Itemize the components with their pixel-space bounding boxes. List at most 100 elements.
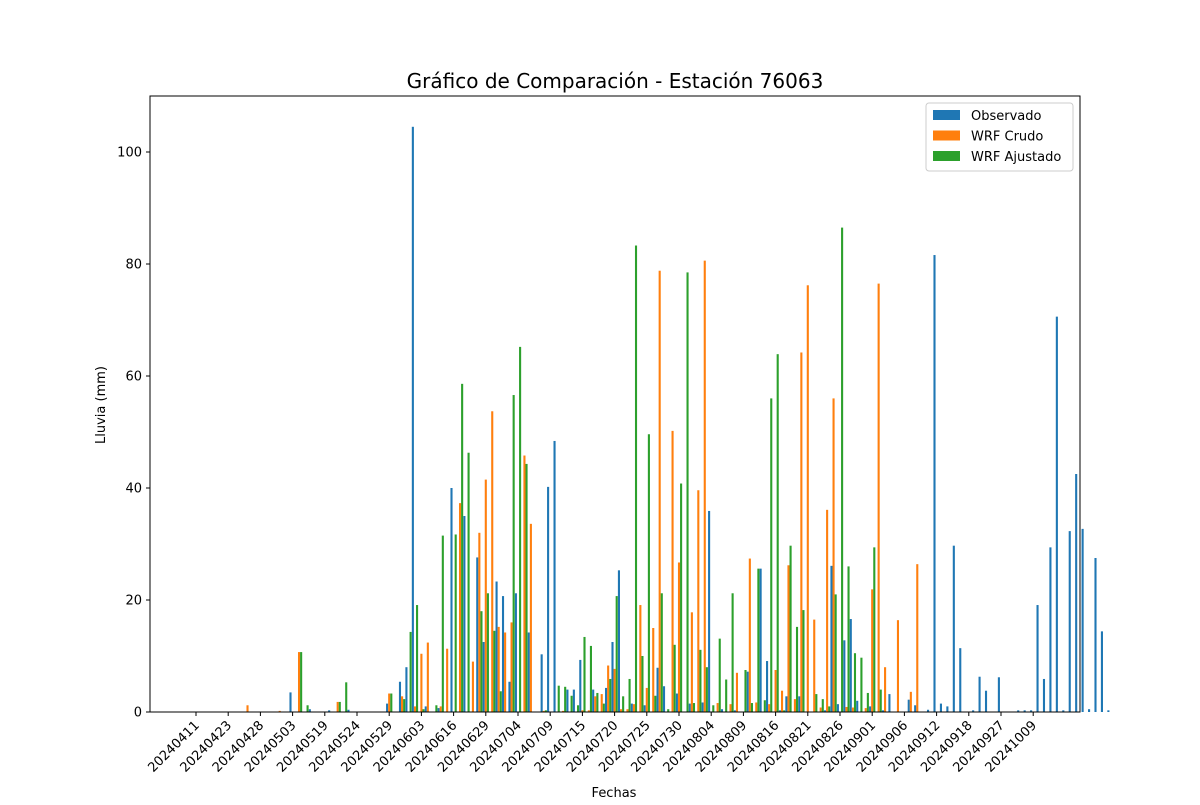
bar-observado-43 xyxy=(785,696,788,712)
bar-wrf-crudo-57 xyxy=(845,706,848,712)
bar-wrf-ajustado-33 xyxy=(628,678,631,712)
bar-wrf-crudo-24 xyxy=(587,710,590,712)
bar-observado-33 xyxy=(675,693,678,712)
bar-wrf-ajustado-54 xyxy=(770,398,773,712)
bar-wrf-crudo-14 xyxy=(484,479,487,712)
y-tick-label-4: 80 xyxy=(125,258,142,273)
bar-wrf-ajustado-58 xyxy=(795,626,799,712)
bar-observado-49 xyxy=(849,619,852,712)
legend-swatch-1 xyxy=(933,130,960,141)
bar-wrf-crudo-9 xyxy=(439,706,442,712)
bar-wrf-ajustado-36 xyxy=(647,434,650,712)
bar-observado-19 xyxy=(540,654,543,712)
bar-wrf-crudo-54 xyxy=(819,707,822,712)
bar-wrf-crudo-33 xyxy=(645,687,648,712)
bar-observado-55 xyxy=(914,705,917,712)
bar-wrf-crudo-23 xyxy=(581,710,584,712)
bar-observado-44 xyxy=(798,696,801,712)
bar-wrf-crudo-49 xyxy=(787,565,790,712)
bar-wrf-crudo-21 xyxy=(542,710,545,712)
bar-wrf-ajustado-24 xyxy=(570,695,573,712)
bar-observado-10 xyxy=(450,488,453,712)
bar-observado-62 xyxy=(972,710,975,712)
bar-observado-63 xyxy=(978,676,981,712)
bar-wrf-ajustado-52 xyxy=(757,568,760,712)
bar-wrf-crudo-17 xyxy=(504,632,507,712)
bar-wrf-crudo-55 xyxy=(826,509,829,712)
bar-observado-22 xyxy=(566,689,569,712)
bar-observado-41 xyxy=(766,661,769,712)
bar-wrf-ajustado-1 xyxy=(306,705,309,712)
legend-swatch-2 xyxy=(933,151,960,161)
bar-wrf-ajustado-34 xyxy=(634,245,638,712)
bar-wrf-crudo-15 xyxy=(491,411,494,712)
bar-observado-76 xyxy=(1081,528,1084,712)
bar-observado-59 xyxy=(946,706,949,712)
bar-wrf-crudo-31 xyxy=(632,704,635,712)
bar-observado-48 xyxy=(843,640,846,712)
bar-observado-69 xyxy=(1036,605,1039,712)
plot-frame xyxy=(149,95,1081,713)
bar-wrf-ajustado-37 xyxy=(654,695,657,712)
bar-observado-61 xyxy=(959,648,962,712)
legend-box xyxy=(925,102,1074,172)
bar-wrf-crudo-44 xyxy=(748,558,751,712)
bar-wrf-ajustado-13 xyxy=(467,452,470,712)
bar-wrf-ajustado-15 xyxy=(486,593,489,712)
bar-wrf-ajustado-48 xyxy=(725,679,728,712)
bar-observado-15 xyxy=(501,596,505,712)
bar-wrf-crudo-6 xyxy=(413,706,417,712)
bar-wrf-ajustado-40 xyxy=(673,644,676,712)
bar-wrf-crudo-62 xyxy=(884,667,887,712)
bar-wrf-crudo-27 xyxy=(607,665,610,712)
bar-wrf-crudo-22 xyxy=(562,710,565,712)
bar-wrf-ajustado-21 xyxy=(544,710,547,712)
bar-wrf-ajustado-66 xyxy=(853,653,857,712)
axes-layer: 0204060801002024041120240423202404282024… xyxy=(117,95,1081,776)
bar-wrf-ajustado-38 xyxy=(660,593,663,712)
bar-wrf-ajustado-14 xyxy=(480,611,483,712)
bar-observado-68 xyxy=(1030,710,1033,712)
bar-observado-79 xyxy=(1100,631,1103,712)
bar-observado-36 xyxy=(708,510,711,712)
bar-observado-40 xyxy=(759,568,762,712)
bar-observado-7 xyxy=(411,126,414,713)
bar-wrf-crudo-36 xyxy=(671,430,674,712)
bar-wrf-ajustado-46 xyxy=(712,705,715,712)
bar-wrf-crudo-11 xyxy=(458,503,462,712)
bar-observado-64 xyxy=(984,690,988,712)
bar-wrf-ajustado-28 xyxy=(596,692,599,712)
bar-wrf-ajustado-18 xyxy=(512,395,515,712)
bar-wrf-crudo-12 xyxy=(471,661,474,712)
bar-wrf-crudo-42 xyxy=(729,704,732,712)
bar-wrf-ajustado-39 xyxy=(667,709,670,712)
bar-observado-52 xyxy=(881,710,885,712)
bar-observado-1 xyxy=(308,709,311,712)
bar-wrf-ajustado-25 xyxy=(577,705,580,712)
bar-observado-12 xyxy=(476,557,479,712)
bar-wrf-ajustado-3 xyxy=(345,682,348,712)
bar-observado-28 xyxy=(617,570,620,712)
bar-wrf-ajustado-68 xyxy=(866,692,869,712)
bar-wrf-crudo-26 xyxy=(600,694,603,712)
bar-wrf-crudo-46 xyxy=(768,704,771,712)
bar-wrf-ajustado-42 xyxy=(686,272,689,712)
bar-wrf-crudo-18 xyxy=(510,622,513,712)
bar-wrf-crudo-2 xyxy=(297,652,301,712)
bar-wrf-ajustado-67 xyxy=(860,657,863,712)
bar-observado-51 xyxy=(869,706,872,712)
bar-observado-60 xyxy=(952,545,955,712)
bar-wrf-ajustado-63 xyxy=(834,594,837,712)
bar-wrf-crudo-32 xyxy=(639,605,642,712)
bar-observado-77 xyxy=(1088,709,1091,712)
bar-observado-32 xyxy=(662,686,666,712)
bar-wrf-crudo-43 xyxy=(735,672,739,712)
bar-wrf-crudo-25 xyxy=(594,696,597,712)
bar-wrf-ajustado-53 xyxy=(763,700,766,712)
bar-wrf-crudo-29 xyxy=(619,709,623,712)
bar-wrf-ajustado-57 xyxy=(789,545,792,712)
bar-wrf-crudo-51 xyxy=(800,352,803,712)
bar-wrf-ajustado-9 xyxy=(435,705,438,712)
bar-wrf-crudo-64 xyxy=(909,691,912,712)
bar-wrf-ajustado-11 xyxy=(454,534,457,712)
